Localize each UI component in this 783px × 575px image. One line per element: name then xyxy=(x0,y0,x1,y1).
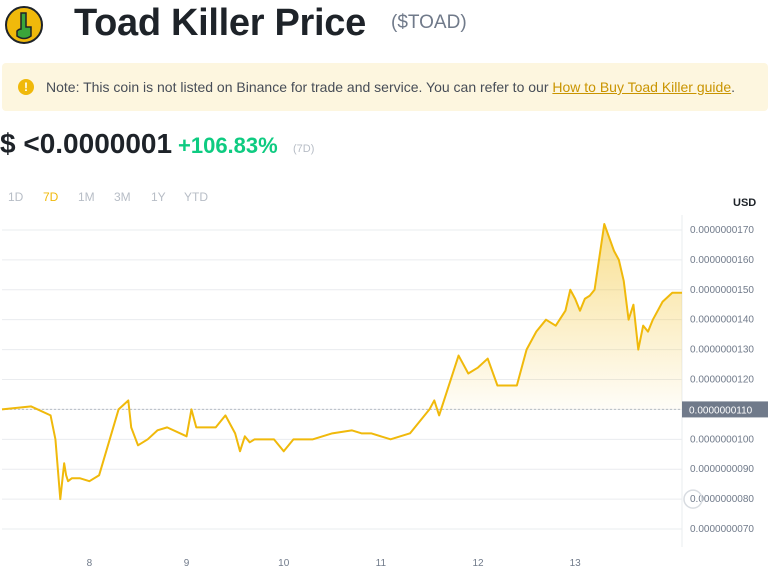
y-tick-label: 0.0000000150 xyxy=(690,285,754,296)
range-7d[interactable]: 7D xyxy=(43,190,59,204)
change-period: (7D) xyxy=(293,143,315,155)
y-tick-label: 0.0000000070 xyxy=(690,524,754,535)
toad-finger-icon xyxy=(4,5,44,45)
note-banner: ! Note: This coin is not listed on Binan… xyxy=(2,63,768,111)
how-to-buy-link[interactable]: How to Buy Toad Killer guide xyxy=(552,79,732,95)
y-tick-label: 0.0000000090 xyxy=(690,464,754,475)
y-tick-label: 0.0000000080 xyxy=(690,494,754,505)
x-tick-label: 11 xyxy=(376,558,387,569)
page-title: Toad Killer Price xyxy=(74,2,366,44)
x-tick-label: 12 xyxy=(472,558,484,569)
range-ytd[interactable]: YTD xyxy=(184,190,208,204)
currency-label: USD xyxy=(733,197,757,209)
x-tick-label: 8 xyxy=(87,558,93,569)
note-text: Note: This coin is not listed on Binance… xyxy=(46,79,735,95)
warning-icon: ! xyxy=(18,79,34,95)
y-tick-label: 0.0000000100 xyxy=(690,434,754,445)
note-message: Note: This coin is not listed on Binance… xyxy=(46,79,553,95)
price-chart[interactable]: 0.0000000170 0.0000000160 0.0000000150 0.00… xyxy=(0,210,783,575)
page-header: Toad Killer Price ($TOAD) xyxy=(0,0,783,56)
range-1d[interactable]: 1D xyxy=(8,190,24,204)
y-tick-label: 0.0000000130 xyxy=(690,345,754,356)
x-tick-label: 10 xyxy=(278,558,290,569)
price-line xyxy=(1,222,682,501)
y-tick-label: 0.0000000120 xyxy=(690,375,754,386)
current-price: $ <0.0000001 xyxy=(0,128,173,159)
range-1m[interactable]: 1M xyxy=(78,190,95,204)
ticker-symbol: ($TOAD) xyxy=(391,12,467,33)
current-price-tag xyxy=(682,401,768,418)
current-price-tag-label: 0.0000000110 xyxy=(689,405,753,416)
range-1y[interactable]: 1Y xyxy=(151,190,166,204)
binance-watermark-icon xyxy=(683,489,703,509)
x-tick-label: 13 xyxy=(570,558,582,569)
price-area-fill xyxy=(2,223,682,410)
note-suffix: . xyxy=(731,79,735,95)
y-tick-label: 0.0000000170 xyxy=(690,225,754,236)
y-tick-label: 0.0000000160 xyxy=(690,255,754,266)
range-3m[interactable]: 3M xyxy=(114,190,131,204)
y-tick-label: 0.0000000140 xyxy=(690,315,754,326)
price-change: +106.83% xyxy=(178,133,278,158)
x-tick-label: 9 xyxy=(184,558,190,569)
